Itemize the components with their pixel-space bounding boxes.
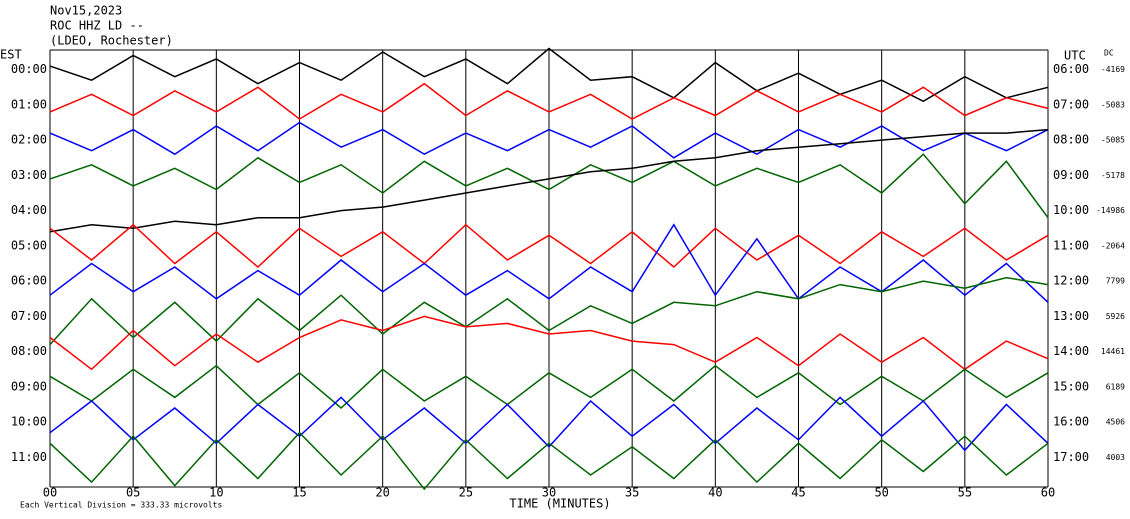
x-tick-label: 60 bbox=[1041, 486, 1055, 500]
utc-time-label: 10:00 bbox=[1053, 203, 1089, 217]
dc-label: DC bbox=[1104, 49, 1114, 58]
utc-time-label: 12:00 bbox=[1053, 274, 1089, 288]
x-tick-label: 05 bbox=[126, 486, 140, 500]
est-time-label: 11:00 bbox=[11, 450, 47, 464]
seismic-trace bbox=[49, 396, 1049, 452]
est-time-label: 05:00 bbox=[11, 238, 47, 252]
dc-offset: 4003 bbox=[1106, 453, 1125, 462]
dc-offset: 7799 bbox=[1106, 277, 1125, 286]
est-time-label: 00:00 bbox=[11, 62, 47, 76]
est-time-label: 08:00 bbox=[11, 344, 47, 358]
est-time-label: 02:00 bbox=[11, 133, 47, 147]
x-tick-label: 40 bbox=[708, 486, 722, 500]
x-tick-label: 20 bbox=[375, 486, 389, 500]
utc-time-label: 07:00 bbox=[1053, 97, 1089, 111]
utc-time-label: 14:00 bbox=[1053, 344, 1089, 358]
x-tick-label: 30 bbox=[542, 486, 556, 500]
est-time-label: 10:00 bbox=[11, 415, 47, 429]
dc-offset: -14986 bbox=[1096, 206, 1125, 215]
utc-time-label: 09:00 bbox=[1053, 168, 1089, 182]
dc-offset: -5085 bbox=[1101, 136, 1125, 145]
x-tick-label: 10 bbox=[209, 486, 223, 500]
utc-time-label: 15:00 bbox=[1053, 379, 1089, 393]
utc-time-label: 06:00 bbox=[1053, 62, 1089, 76]
est-label: EST bbox=[0, 48, 22, 62]
seismic-trace bbox=[49, 276, 1049, 346]
utc-time-label: 08:00 bbox=[1053, 133, 1089, 147]
x-tick-label: 35 bbox=[625, 486, 639, 500]
title-line: Nov15,2023 bbox=[50, 4, 122, 18]
x-axis-label: TIME (MINUTES) bbox=[509, 497, 610, 511]
est-time-label: 09:00 bbox=[11, 379, 47, 393]
seismic-trace bbox=[49, 153, 1049, 219]
x-tick-label: 50 bbox=[874, 486, 888, 500]
utc-time-label: 11:00 bbox=[1053, 238, 1089, 252]
est-time-label: 01:00 bbox=[11, 97, 47, 111]
title-line: (LDEO, Rochester) bbox=[50, 34, 173, 48]
x-tick-label: 15 bbox=[292, 486, 306, 500]
seismic-trace bbox=[49, 47, 1049, 103]
dc-offset: 14461 bbox=[1101, 347, 1125, 356]
seismic-trace bbox=[49, 315, 1049, 371]
est-time-label: 04:00 bbox=[11, 203, 47, 217]
dc-offset: -4169 bbox=[1101, 65, 1125, 74]
seismic-trace bbox=[49, 82, 1049, 120]
title-line: ROC HHZ LD -- bbox=[50, 19, 144, 33]
seismic-trace bbox=[49, 223, 1049, 269]
seismic-trace bbox=[49, 364, 1049, 410]
dc-offset: 4506 bbox=[1106, 418, 1125, 427]
x-tick-label: 55 bbox=[958, 486, 972, 500]
dc-offset: 6189 bbox=[1106, 382, 1125, 391]
utc-time-label: 17:00 bbox=[1053, 450, 1089, 464]
utc-time-label: 13:00 bbox=[1053, 309, 1089, 323]
x-tick-label: 00 bbox=[43, 486, 57, 500]
x-tick-label: 25 bbox=[459, 486, 473, 500]
seismic-trace bbox=[49, 128, 1049, 233]
utc-label: UTC bbox=[1064, 49, 1086, 63]
dc-offset: -5178 bbox=[1101, 171, 1125, 180]
est-time-label: 07:00 bbox=[11, 309, 47, 323]
seismic-trace bbox=[49, 431, 1049, 491]
seismic-trace bbox=[49, 121, 1049, 159]
footer: Each Vertical Division = 333.33 microvol… bbox=[20, 501, 222, 510]
dc-offset: -2064 bbox=[1101, 241, 1125, 250]
x-tick-label: 45 bbox=[791, 486, 805, 500]
dc-offset: -5083 bbox=[1101, 100, 1125, 109]
est-time-label: 03:00 bbox=[11, 168, 47, 182]
dc-offset: 5926 bbox=[1106, 312, 1125, 321]
utc-time-label: 16:00 bbox=[1053, 415, 1089, 429]
est-time-label: 06:00 bbox=[11, 274, 47, 288]
